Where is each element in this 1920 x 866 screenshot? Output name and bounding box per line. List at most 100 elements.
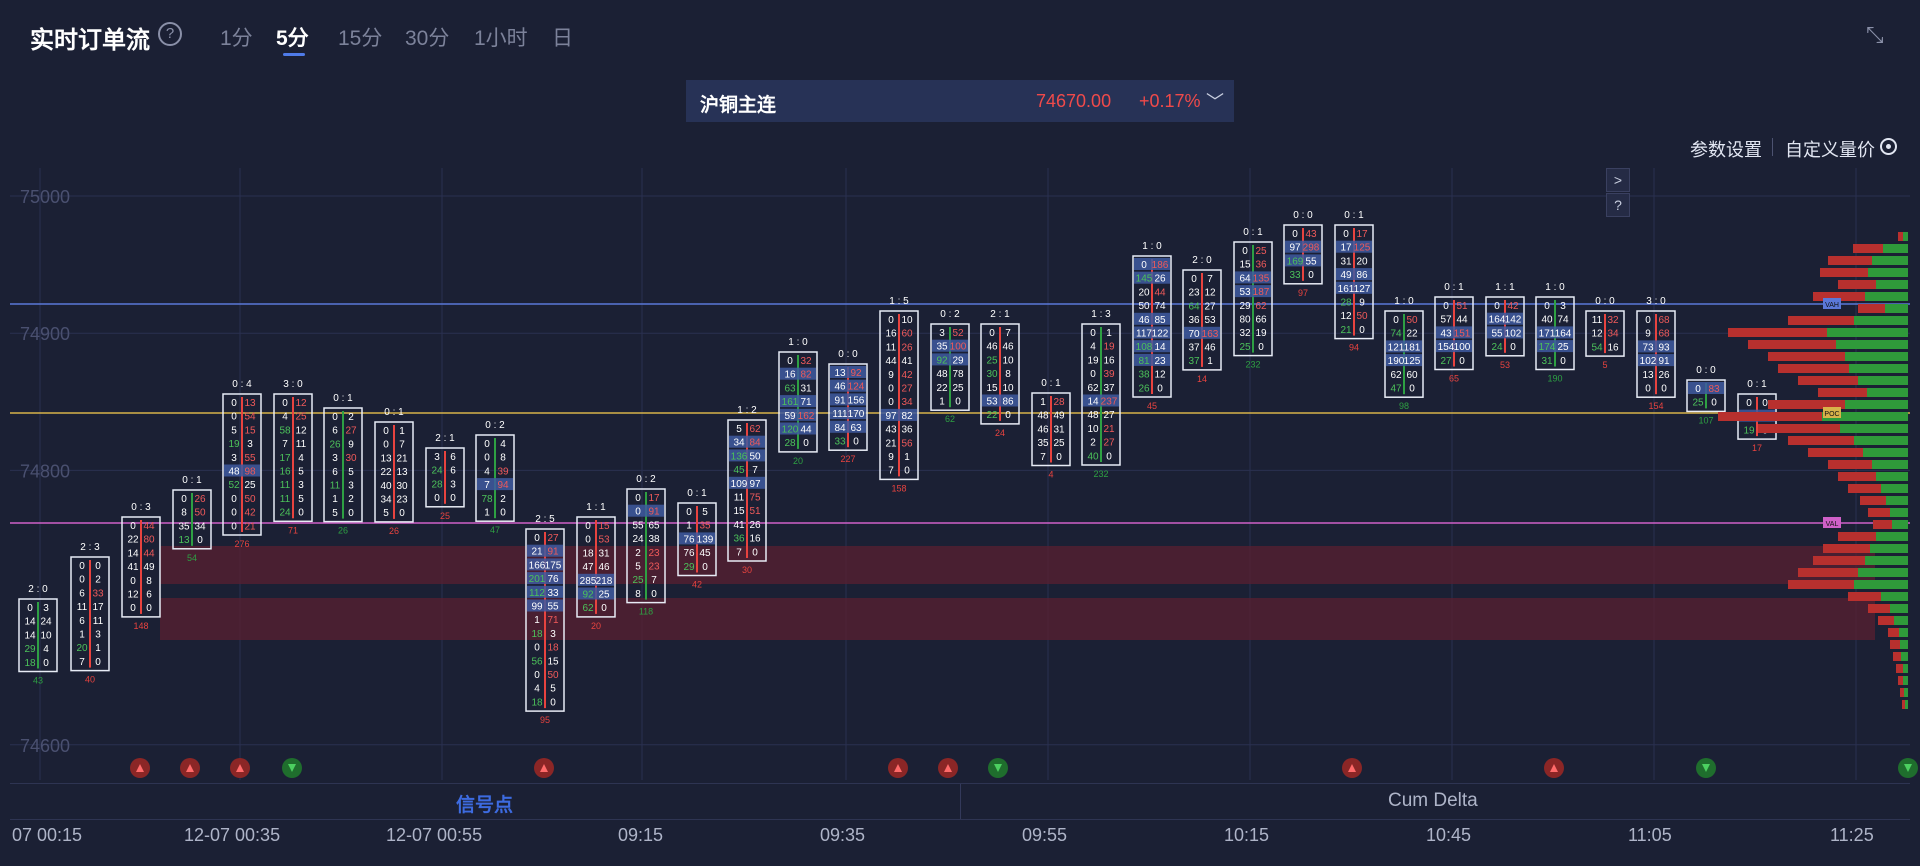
bar-header: 0 : 1 <box>1041 378 1061 389</box>
bid-value: 44 <box>885 356 897 367</box>
signal-arrow <box>944 764 952 772</box>
ask-value: 17 <box>92 602 104 613</box>
profile-bar-buy <box>1876 280 1908 289</box>
bid-value: 43 <box>1440 328 1452 339</box>
ask-value: 0 <box>1459 356 1465 367</box>
ask-value: 31 <box>1053 424 1065 435</box>
profile-bar-sell <box>1838 280 1876 289</box>
bar-delta: 4 <box>1048 470 1053 480</box>
profile-bar-sell <box>1768 400 1845 409</box>
ask-value: 25 <box>952 383 964 394</box>
bid-value: 13 <box>834 368 846 379</box>
tab-cum-delta[interactable]: Cum Delta <box>1388 790 1478 811</box>
question-circle-icon[interactable]: ? <box>158 22 182 46</box>
footprint-bar <box>1132 255 1172 398</box>
chevron-down-icon[interactable]: ﹀ <box>1206 92 1224 112</box>
ask-value: 12 <box>295 425 307 436</box>
settings-circle-icon[interactable] <box>1880 138 1897 155</box>
bid-value: 0 <box>635 507 641 518</box>
ask-value: 97 <box>749 479 761 490</box>
ask-value: 13 <box>396 467 408 478</box>
ask-value: 25 <box>598 590 610 601</box>
ask-value: 22 <box>1406 329 1418 340</box>
ask-value: 25 <box>1053 438 1065 449</box>
ask-value: 46 <box>1204 343 1216 354</box>
params-button[interactable]: 参数设置 <box>1690 140 1762 160</box>
ask-value: 50 <box>547 670 559 681</box>
bar-row-highlight <box>1336 268 1372 281</box>
profile-bar-sell <box>1868 508 1890 517</box>
profile-bar-sell <box>1778 364 1849 373</box>
ask-value: 60 <box>1406 370 1418 381</box>
bid-value: 171 <box>1539 328 1556 339</box>
profile-bar-buy <box>1885 304 1908 313</box>
collapse-arrows-icon[interactable]: ⤡ <box>1866 22 1884 47</box>
bid-value: 0 <box>1746 398 1752 409</box>
tab-signal-points[interactable]: 信号点 <box>456 795 514 816</box>
ask-value: 31 <box>598 548 610 559</box>
bar-row-highlight <box>1134 312 1170 325</box>
ask-value: 55 <box>1305 256 1317 267</box>
bar-delta: 14 <box>1197 374 1207 384</box>
bar-row-highlight <box>477 478 513 491</box>
tab-30min[interactable]: 30分 <box>405 27 450 50</box>
help-button[interactable]: ? <box>1606 193 1630 217</box>
bid-value: 0 <box>888 397 894 408</box>
signal-arrow <box>540 764 548 772</box>
bid-value: 46 <box>1138 315 1150 326</box>
tab-1hour[interactable]: 1小时 <box>474 27 528 50</box>
profile-bar-buy <box>1900 640 1908 649</box>
bar-row-highlight <box>780 395 816 408</box>
footprint-bar <box>828 363 868 451</box>
bar-delta: 54 <box>187 553 197 563</box>
ask-value: 21 <box>244 521 256 532</box>
ask-value: 16 <box>1607 342 1619 353</box>
bid-value: 6 <box>79 588 85 599</box>
tab-day[interactable]: 日 <box>552 27 573 50</box>
bid-value: 22 <box>986 410 998 421</box>
profile-bar-sell <box>1798 376 1858 385</box>
footprint-bar <box>1384 310 1424 398</box>
bid-value: 5 <box>332 508 338 519</box>
bid-value: 21 <box>1340 325 1352 336</box>
bar-delta: 42 <box>692 580 702 590</box>
bid-value: 3 <box>939 328 945 339</box>
bar-row-highlight <box>1083 394 1119 407</box>
bar-row-highlight <box>1436 340 1472 353</box>
next-button[interactable]: > <box>1606 168 1630 192</box>
ask-value: 1 <box>1207 356 1213 367</box>
footprint-bar <box>18 598 58 673</box>
bar-header: 0 : 1 <box>384 407 404 418</box>
bid-value: 28 <box>1340 298 1352 309</box>
ask-value: 16 <box>1103 355 1115 366</box>
tab-15min[interactable]: 15分 <box>338 27 383 50</box>
bar-delta: 62 <box>945 414 955 424</box>
x-axis-label: 10:15 <box>1224 825 1270 845</box>
tab-1min[interactable]: 1分 <box>220 27 253 50</box>
bid-value: 62 <box>582 603 594 614</box>
bar-delta: 65 <box>1449 374 1459 384</box>
bid-value: 57 <box>1440 315 1452 326</box>
footprint-bar <box>1233 241 1273 357</box>
bid-value: 111 <box>832 409 848 420</box>
ask-value: 93 <box>1658 342 1670 353</box>
profile-bar-sell <box>1813 556 1865 565</box>
bid-value: 7 <box>282 439 288 450</box>
bid-value: 47 <box>582 562 594 573</box>
footprint-bar <box>626 488 666 604</box>
ask-value: 0 <box>1157 383 1163 394</box>
footprint-bar <box>1031 392 1071 467</box>
tab-5min[interactable]: 5分 <box>276 27 309 50</box>
bid-value: 15 <box>733 506 745 517</box>
bar-row-highlight <box>1285 240 1321 253</box>
custom-profile-button[interactable]: 自定义量价 <box>1785 140 1875 160</box>
bid-value: 7 <box>79 657 85 668</box>
signal-arrow <box>1348 764 1356 772</box>
instrument-selector[interactable]: 沪铜主连 74670.00 +0.17% ﹀ <box>686 80 1234 122</box>
profile-bar-sell <box>1893 652 1901 661</box>
bid-value: 62 <box>1390 370 1402 381</box>
bar-header: 0 : 2 <box>636 474 656 485</box>
profile-bar-buy <box>1876 472 1908 481</box>
ask-value: 50 <box>749 451 761 462</box>
